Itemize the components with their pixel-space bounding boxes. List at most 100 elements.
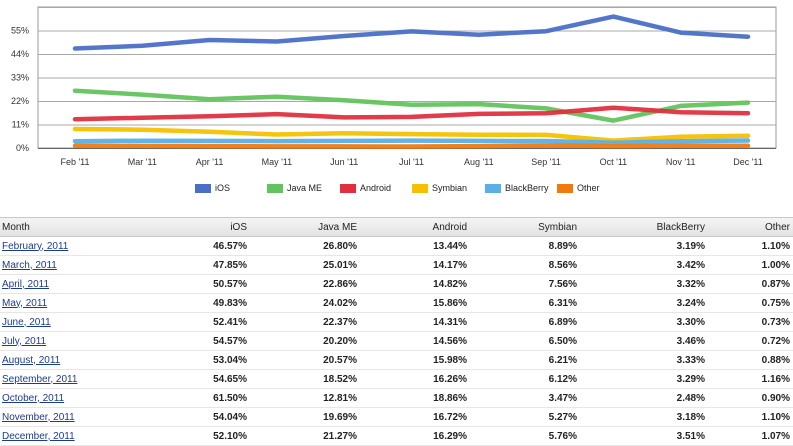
value-cell: 15.86% [360,293,470,313]
value-cell: 0.87% [708,274,793,294]
month-link[interactable]: November, 2011 [2,411,75,423]
month-link[interactable]: May, 2011 [2,297,48,309]
legend-label: iOS [215,183,231,193]
table-row: August, 2011 53.04% 20.57% 15.98% 6.21% 3.33%… [0,350,793,370]
month-link[interactable]: September, 2011 [2,373,78,385]
value-cell: 54.57% [120,331,250,351]
month-cell: September, 2011 [0,369,120,389]
x-tick-label: Sep '11 [531,157,561,167]
table-row: October, 2011 61.50% 12.81% 18.86% 3.47% 2.48… [0,388,793,408]
value-cell: 0.73% [708,312,793,332]
x-tick-label: Aug '11 [464,157,494,167]
table-row: February, 2011 46.57% 26.80% 13.44% 8.89% 3.1… [0,236,793,256]
value-cell: 3.51% [580,426,708,446]
month-cell: April, 2011 [0,274,120,294]
value-cell: 1.10% [708,236,793,256]
table-header-blackberry: BlackBerry [580,217,708,237]
value-cell: 53.04% [120,350,250,370]
legend-swatch [557,183,573,193]
chart-legend: iOS Java ME Android Symbian BlackBerry Other [0,180,793,198]
value-cell: 3.30% [580,312,708,332]
value-cell: 6.50% [470,331,580,351]
x-tick-label: Dec '11 [733,157,763,167]
value-cell: 3.32% [580,274,708,294]
month-link[interactable]: March, 2011 [2,259,57,271]
value-cell: 16.72% [360,407,470,427]
month-cell: November, 2011 [0,407,120,427]
month-link[interactable]: June, 2011 [2,316,51,328]
value-cell: 18.86% [360,388,470,408]
month-link[interactable]: February, 2011 [2,240,69,252]
value-cell: 3.18% [580,407,708,427]
value-cell: 52.10% [120,426,250,446]
table-header-symbian: Symbian [470,217,580,237]
table-row: December, 2011 52.10% 21.27% 16.29% 5.76% 3.5… [0,426,793,446]
value-cell: 0.90% [708,388,793,408]
month-link[interactable]: October, 2011 [2,392,65,404]
value-cell: 25.01% [250,255,360,275]
table-header-other: Other [708,217,793,237]
legend-item-blackberry: BlackBerry [485,180,549,196]
value-cell: 54.65% [120,369,250,389]
legend-swatch [340,183,356,193]
value-cell: 3.19% [580,236,708,256]
x-tick-label: Jul '11 [399,157,424,167]
value-cell: 50.57% [120,274,250,294]
series-line-other [72,143,751,149]
value-cell: 52.41% [120,312,250,332]
series-line-blackberry [72,138,751,145]
month-link[interactable]: December, 2011 [2,430,75,442]
month-link[interactable]: August, 2011 [2,354,61,366]
legend-label: BlackBerry [505,183,549,193]
value-cell: 6.21% [470,350,580,370]
value-cell: 22.86% [250,274,360,294]
value-cell: 0.88% [708,350,793,370]
x-tick-label: Nov '11 [666,157,696,167]
x-tick-label: May '11 [262,157,293,167]
month-cell: March, 2011 [0,255,120,275]
month-cell: July, 2011 [0,331,120,351]
y-tick-label: 0% [16,143,29,153]
legend-swatch [195,183,211,193]
value-cell: 5.76% [470,426,580,446]
table-row: July, 2011 54.57% 20.20% 14.56% 6.50% 3.46% 0.… [0,331,793,351]
table-body: February, 2011 46.57% 26.80% 13.44% 8.89% 3.1… [0,236,793,446]
table-row: May, 2011 49.83% 24.02% 15.86% 6.31% 3.24% 0.7… [0,293,793,313]
value-cell: 21.27% [250,426,360,446]
value-cell: 14.31% [360,312,470,332]
month-cell: June, 2011 [0,312,120,332]
month-link[interactable]: July, 2011 [2,335,47,347]
value-cell: 8.56% [470,255,580,275]
value-cell: 1.16% [708,369,793,389]
market-share-table: Month iOS Java ME Android Symbian BlackB… [0,217,793,446]
value-cell: 6.89% [470,312,580,332]
legend-label: Java ME [287,183,323,193]
y-tick-label: 22% [11,96,29,106]
table-header-month: Month [0,217,120,237]
value-cell: 1.07% [708,426,793,446]
month-cell: October, 2011 [0,388,120,408]
month-cell: December, 2011 [0,426,120,446]
value-cell: 7.56% [470,274,580,294]
value-cell: 1.00% [708,255,793,275]
value-cell: 15.98% [360,350,470,370]
table-row: April, 2011 50.57% 22.86% 14.82% 7.56% 3.32% 0… [0,274,793,294]
series-line-java-me [72,88,751,123]
legend-swatch [267,183,283,193]
value-cell: 19.69% [250,407,360,427]
value-cell: 1.10% [708,407,793,427]
series-line-android [72,105,751,122]
legend-item-android: Android [340,180,391,196]
month-link[interactable]: April, 2011 [2,278,50,290]
value-cell: 14.56% [360,331,470,351]
legend-label: Other [577,183,600,193]
x-tick-label: Oct '11 [600,157,628,167]
value-cell: 47.85% [120,255,250,275]
legend-swatch [412,183,428,193]
value-cell: 46.57% [120,236,250,256]
month-cell: February, 2011 [0,236,120,256]
value-cell: 13.44% [360,236,470,256]
value-cell: 16.26% [360,369,470,389]
value-cell: 61.50% [120,388,250,408]
table-row: June, 2011 52.41% 22.37% 14.31% 6.89% 3.30% 0.… [0,312,793,332]
